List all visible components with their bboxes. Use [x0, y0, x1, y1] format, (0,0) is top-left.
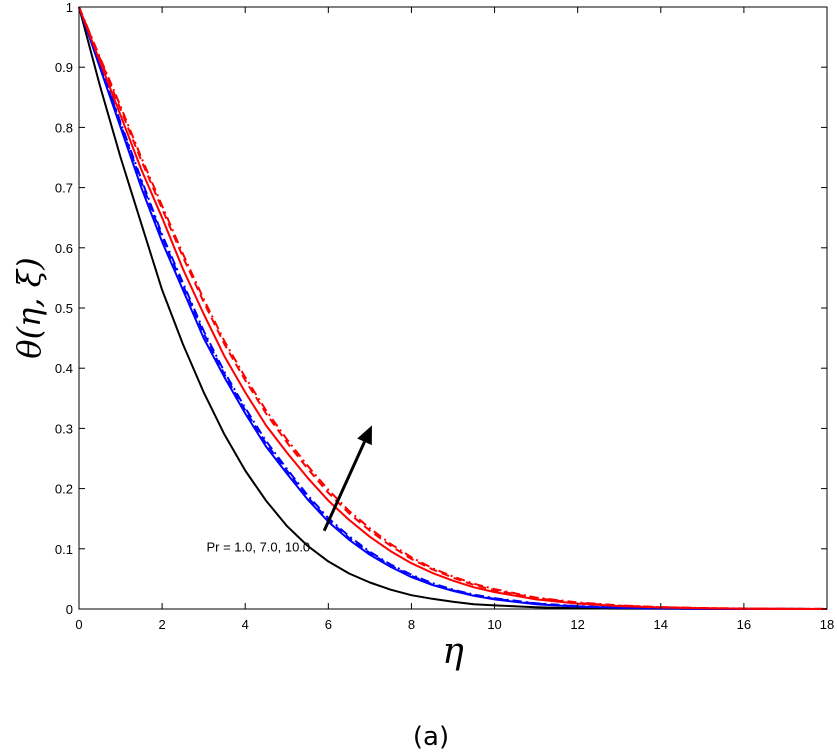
- y-tick-label: 0.4: [55, 361, 73, 376]
- x-axis-label: η: [442, 631, 464, 672]
- plot-area: [78, 6, 828, 610]
- y-tick-label: 0.7: [55, 181, 73, 196]
- series-line-7: [78, 6, 828, 610]
- x-tick-label: 18: [820, 617, 834, 632]
- y-tick-label: 0.6: [55, 241, 73, 256]
- x-tick-label: 6: [325, 617, 332, 632]
- y-axis-label: θ(η, ξ): [10, 257, 48, 358]
- x-tick-label: 0: [75, 617, 82, 632]
- annotation-layer: Pr = 1.0, 7.0, 10.0: [206, 425, 372, 555]
- tick-layer: 0 2 4 6 8 10 12 14 16 18 0 0.1 0.2 0.3 0.4 0.5 0.6 0.7 0.8…: [55, 0, 834, 632]
- series-line-4: [78, 6, 828, 610]
- annotation-text: Pr = 1.0, 7.0, 10.0: [206, 540, 310, 555]
- figure-caption: (a): [413, 722, 449, 752]
- x-tick-label: 16: [737, 617, 751, 632]
- y-tick-label: 0.9: [55, 60, 73, 75]
- y-tick-label: 0: [66, 602, 73, 617]
- x-tick-label: 4: [242, 617, 249, 632]
- x-tick-label: 14: [654, 617, 668, 632]
- annotation-arrow-shaft: [322, 441, 366, 532]
- y-tick-label: 0.1: [55, 542, 73, 557]
- x-tick-label: 8: [408, 617, 415, 632]
- y-tick-label: 0.8: [55, 120, 73, 135]
- y-tick-label: 0.5: [55, 301, 73, 316]
- annotation-arrow-head: [357, 425, 372, 446]
- x-tick-label: 12: [570, 617, 584, 632]
- y-tick-label: 1: [66, 0, 73, 15]
- x-tick-label: 2: [158, 617, 165, 632]
- x-tick-label: 10: [487, 617, 501, 632]
- y-tick-label: 0.2: [55, 482, 73, 497]
- y-tick-label: 0.3: [55, 421, 73, 436]
- series-layer: [78, 6, 828, 610]
